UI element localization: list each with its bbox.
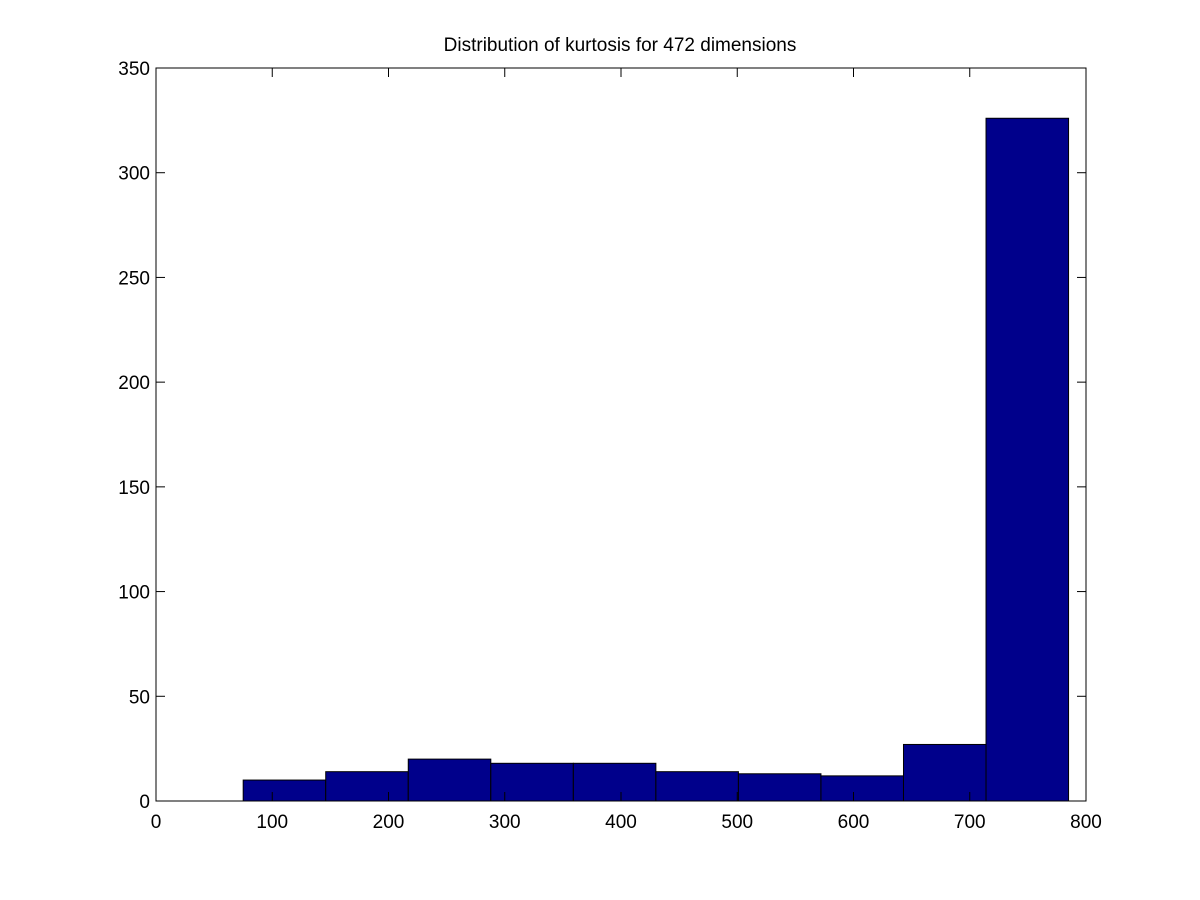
ticks-group: 0 100 200 300 400 500 600 700 800 0 50 100 150 200 250… [118, 59, 1102, 833]
histogram-bar-2 [325, 771, 409, 802]
histogram-bar-9 [902, 743, 987, 802]
y-tick-label-200: 200 [118, 373, 150, 394]
histogram-bar-4 [490, 762, 574, 802]
y-tick-label-50: 50 [129, 687, 150, 708]
x-tick-label-100: 100 [256, 812, 288, 833]
x-tick-label-0: 0 [151, 812, 162, 833]
histogram-bar-6 [655, 771, 739, 802]
y-tick-label-0: 0 [139, 792, 150, 813]
x-tick-label-400: 400 [605, 812, 637, 833]
y-tick-label-250: 250 [118, 268, 150, 289]
histogram-bar-5 [572, 762, 657, 802]
chart-title: Distribution of kurtosis for 472 dimensi… [444, 35, 797, 56]
plot-frame [155, 67, 1087, 802]
y-tick-label-300: 300 [118, 164, 150, 185]
y-tick-label-100: 100 [118, 583, 150, 604]
y-tick-label-150: 150 [118, 478, 150, 499]
histogram-bar-1 [242, 779, 327, 802]
x-tick-label-800: 800 [1070, 812, 1102, 833]
x-tick-label-600: 600 [838, 812, 870, 833]
histogram-bar-7 [737, 773, 822, 802]
x-tick-label-700: 700 [954, 812, 986, 833]
plot-area [156, 68, 1086, 801]
histogram-bar-10 [985, 117, 1070, 802]
x-tick-label-200: 200 [373, 812, 405, 833]
histogram-bar-3 [407, 758, 492, 802]
y-tick-label-350: 350 [118, 59, 150, 80]
x-tick-label-300: 300 [489, 812, 521, 833]
x-tick-label-500: 500 [721, 812, 753, 833]
histogram-bar-8 [820, 775, 904, 802]
